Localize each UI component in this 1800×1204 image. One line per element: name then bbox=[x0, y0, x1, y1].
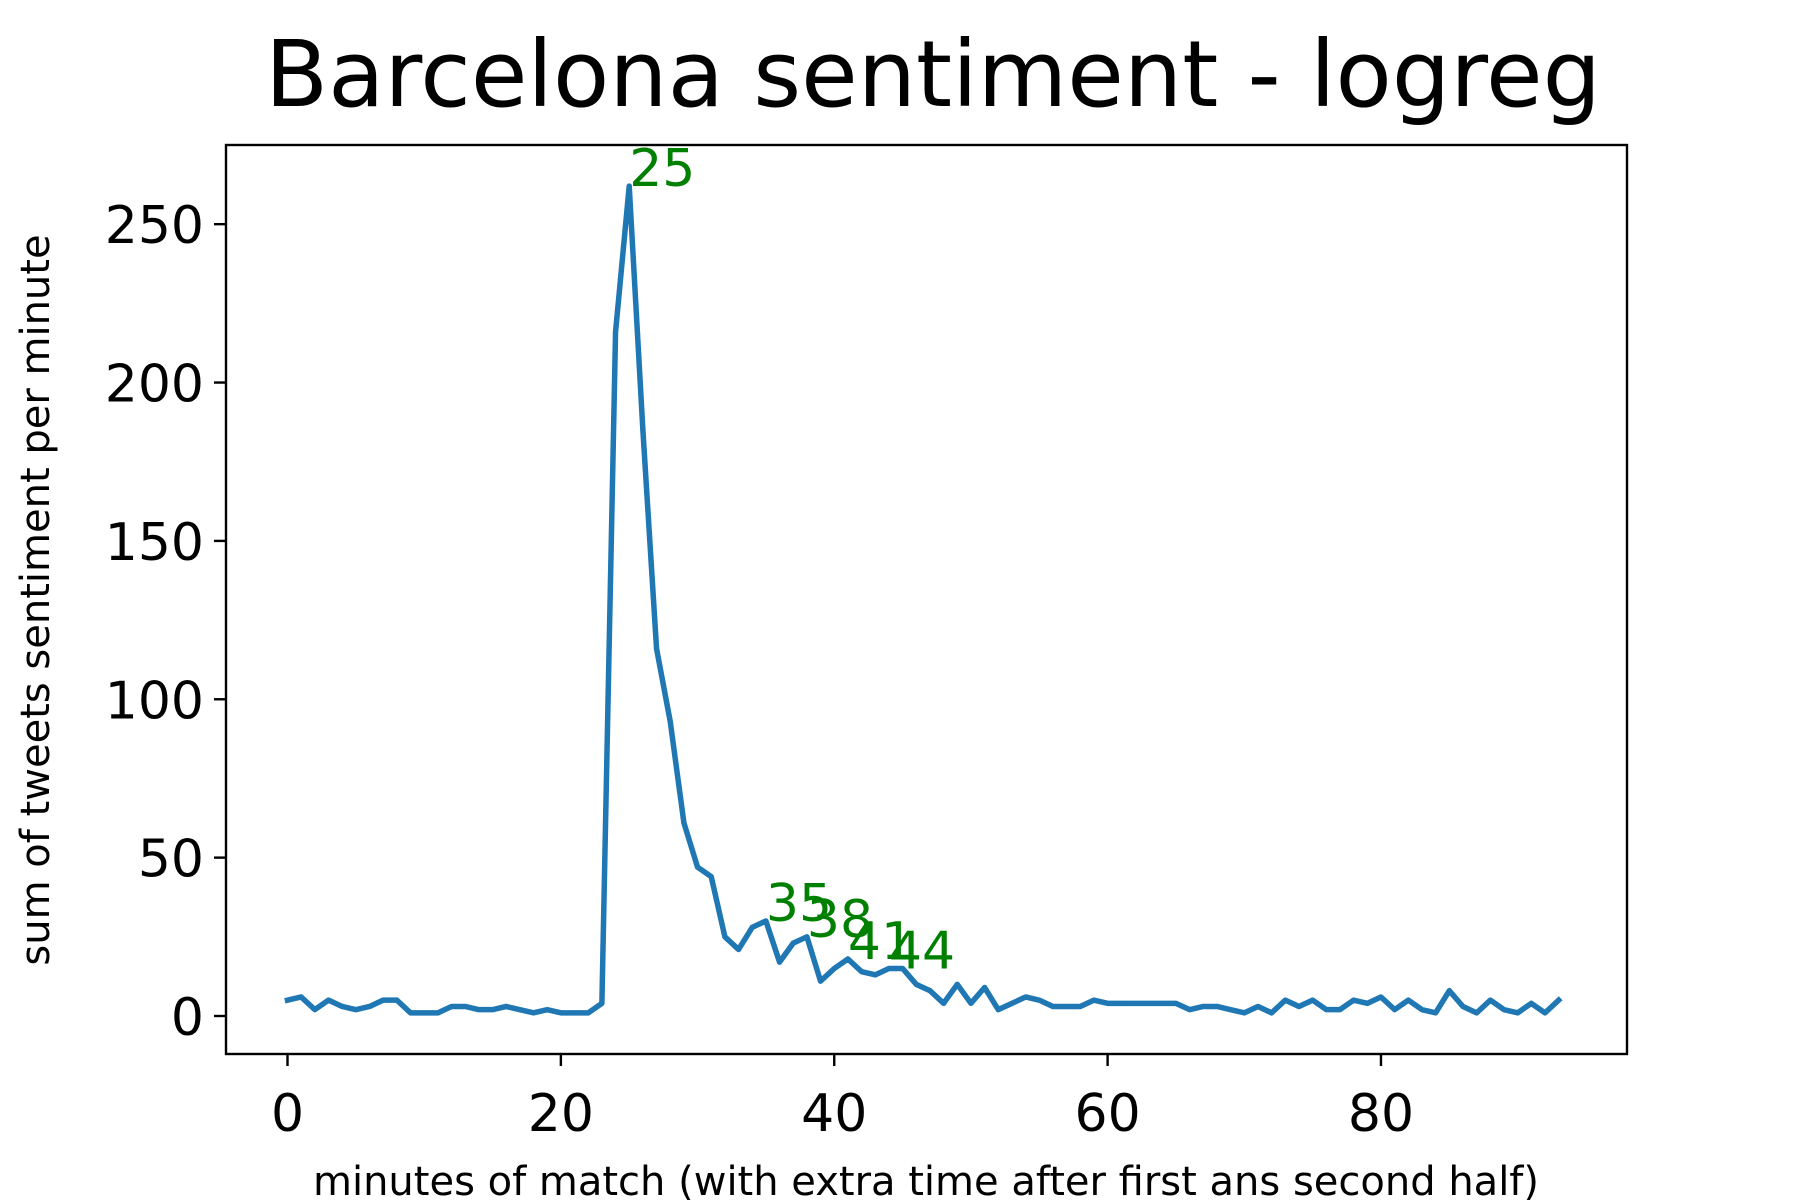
y-tick-label: 50 bbox=[138, 830, 204, 890]
x-axis-label: minutes of match (with extra time after … bbox=[313, 1159, 1539, 1200]
x-tick-label: 80 bbox=[1348, 1084, 1414, 1144]
peak-minute-label: 35 bbox=[766, 874, 832, 934]
y-tick-label: 100 bbox=[105, 671, 204, 731]
x-tick-label: 60 bbox=[1075, 1084, 1141, 1144]
chart-title: Barcelona sentiment - logreg bbox=[265, 21, 1601, 128]
peak-minute-label: 41 bbox=[848, 912, 914, 972]
x-tick-label: 40 bbox=[801, 1084, 867, 1144]
x-axis-ticks: 0 20 40 60 80 bbox=[271, 1054, 1414, 1144]
y-tick-label: 250 bbox=[105, 196, 204, 256]
peak-minute-label: 25 bbox=[629, 139, 695, 199]
y-axis-ticks: 0 50 100 150 200 250 bbox=[105, 196, 226, 1048]
x-tick-label: 0 bbox=[271, 1084, 304, 1144]
plot-area-frame bbox=[224, 143, 1629, 1056]
y-tick-label: 0 bbox=[171, 988, 204, 1048]
y-axis-label: sum of tweets sentiment per minute bbox=[13, 234, 59, 965]
sentiment-series-line bbox=[284, 183, 1563, 1016]
y-tick-label: 150 bbox=[105, 513, 204, 573]
x-tick-label: 20 bbox=[528, 1084, 594, 1144]
peak-minute-label: 44 bbox=[889, 921, 955, 981]
y-tick-label: 200 bbox=[105, 355, 204, 415]
series-layer bbox=[284, 183, 1563, 1016]
peak-minute-label: 38 bbox=[807, 890, 873, 950]
